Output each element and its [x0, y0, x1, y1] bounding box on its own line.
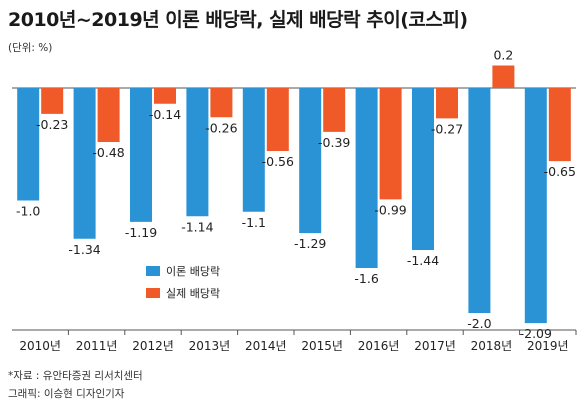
- data-label-theoretical: -1.44: [407, 253, 439, 268]
- bar-actual: [548, 88, 571, 162]
- bar-actual: [210, 88, 233, 118]
- data-label-actual: -0.48: [92, 145, 124, 160]
- legend: 이론 배당락 실제 배당락: [146, 265, 220, 300]
- data-label-actual: -0.14: [149, 107, 181, 122]
- x-tick-label: 2016년: [358, 339, 400, 353]
- data-label-actual: -0.39: [318, 135, 350, 150]
- bar-theoretical: [412, 88, 434, 250]
- source-note: *자료 : 유안타증권 리서치센터: [8, 370, 143, 382]
- unit-label: (단위: %): [8, 42, 53, 54]
- data-labels-group: -1.0 -0.23 -1.34 -0.48 -1.19 -0.14 -1.14 -0.26 -…: [16, 48, 576, 342]
- x-tick-label: 2011년: [76, 339, 118, 353]
- graphic-credit: 그래픽: 이승현 디자인기자: [8, 388, 125, 400]
- data-label-theoretical: -2.0: [467, 316, 491, 331]
- data-label-actual: -0.56: [262, 154, 294, 169]
- data-label-theoretical: -2.09: [520, 326, 552, 341]
- x-tick-labels-group: 2010년 2011년 2012년 2013년 2014년 2015년 2016년 2017년…: [19, 330, 577, 353]
- x-tick-label: 2014년: [245, 339, 287, 353]
- x-tick-label: 2012년: [132, 339, 174, 353]
- bar-theoretical: [73, 88, 96, 239]
- bar-actual: [41, 88, 64, 114]
- bar-actual: [379, 88, 402, 200]
- data-label-theoretical: -1.1: [242, 215, 266, 230]
- data-label-theoretical: -1.19: [125, 225, 157, 240]
- data-label-actual: -0.27: [431, 121, 463, 136]
- data-label-theoretical: -1.0: [16, 204, 40, 219]
- bar-theoretical: [468, 88, 491, 313]
- bar-actual: [97, 88, 120, 142]
- bar-actual: [492, 65, 515, 88]
- bar-actual: [154, 88, 176, 104]
- data-label-actual: -0.99: [374, 202, 406, 217]
- bar-theoretical: [299, 88, 322, 234]
- bar-theoretical: [524, 88, 547, 324]
- x-tick-label: 2017년: [414, 339, 456, 353]
- bar-actual: [436, 88, 458, 119]
- x-tick-label: 2010년: [19, 339, 61, 353]
- x-tick-label: 2013년: [189, 339, 231, 353]
- data-label-actual: -0.23: [36, 117, 68, 132]
- bar-theoretical: [186, 88, 209, 217]
- chart-title: 2010년~2019년 이론 배당락, 실제 배당락 추이(코스피): [8, 9, 468, 31]
- bar-theoretical: [242, 88, 265, 212]
- bar-theoretical: [130, 88, 152, 222]
- legend-label-theoretical: 이론 배당락: [166, 265, 220, 278]
- bar-theoretical: [355, 88, 378, 268]
- data-label-theoretical: -1.6: [354, 271, 378, 286]
- data-label-actual: -0.26: [205, 120, 237, 135]
- bars-group: [17, 65, 571, 324]
- data-label-actual: 0.2: [493, 48, 513, 63]
- bar-actual: [266, 88, 289, 151]
- legend-swatch-theoretical: [146, 266, 160, 276]
- legend-swatch-actual: [146, 288, 160, 298]
- x-tick-label: 2015년: [301, 339, 343, 353]
- data-label-theoretical: -1.34: [68, 242, 100, 257]
- bar-actual: [323, 88, 346, 132]
- data-label-theoretical: -1.14: [181, 219, 213, 234]
- bar-theoretical: [17, 88, 40, 201]
- data-label-theoretical: -1.29: [294, 236, 326, 251]
- x-tick-label: 2018년: [471, 339, 513, 353]
- x-tick-label: 2019년: [527, 339, 569, 353]
- data-label-actual: -0.65: [544, 164, 576, 179]
- legend-label-actual: 실제 배당락: [166, 287, 220, 300]
